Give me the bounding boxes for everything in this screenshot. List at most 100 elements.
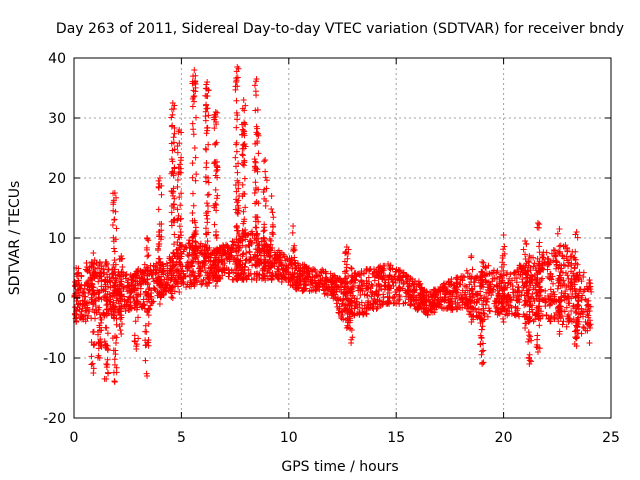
data-point: [416, 281, 423, 288]
data-point: [204, 215, 211, 222]
data-point: [101, 292, 108, 299]
data-point: [213, 254, 220, 261]
data-point: [513, 275, 520, 282]
data-point: [458, 273, 465, 280]
data-point: [185, 252, 192, 259]
data-point: [186, 249, 193, 256]
data-point: [536, 249, 543, 256]
data-point: [123, 271, 130, 278]
data-point: [212, 275, 219, 282]
data-point: [115, 297, 122, 304]
data-point: [384, 286, 391, 293]
data-point: [178, 280, 185, 287]
data-point: [251, 156, 258, 163]
data-point: [346, 319, 353, 326]
data-point: [565, 256, 572, 263]
data-point: [125, 277, 132, 284]
data-point: [163, 260, 170, 267]
data-point: [268, 193, 275, 199]
data-point: [104, 330, 111, 337]
data-point: [235, 244, 242, 251]
data-point: [86, 264, 93, 271]
data-point: [205, 191, 212, 198]
data-point: [477, 340, 484, 347]
data-point: [197, 240, 204, 247]
data-point: [171, 195, 178, 202]
data-point: [77, 285, 84, 292]
data-point: [573, 304, 580, 311]
data-point: [459, 304, 466, 311]
data-point: [548, 276, 555, 283]
data-point: [95, 273, 102, 280]
data-point: [557, 242, 564, 249]
data-point: [448, 281, 455, 288]
data-point: [262, 265, 269, 272]
data-point: [275, 247, 282, 254]
data-point: [263, 185, 270, 192]
data-point: [169, 169, 176, 176]
data-point: [269, 209, 276, 216]
data-point: [303, 263, 310, 270]
data-point: [180, 270, 187, 277]
data-point: [211, 111, 218, 118]
data-point: [411, 289, 418, 296]
data-point: [515, 283, 522, 290]
data-point: [148, 293, 155, 300]
data-point: [104, 298, 111, 305]
data-point: [573, 287, 580, 294]
data-point: [562, 269, 569, 276]
data-point: [101, 338, 108, 345]
data-point: [519, 279, 526, 286]
data-point: [467, 300, 474, 307]
data-point: [131, 337, 138, 344]
data-point: [169, 100, 176, 106]
data-point: [511, 269, 518, 276]
data-point: [572, 310, 579, 317]
data-point: [75, 301, 82, 308]
data-point: [568, 308, 575, 315]
data-point: [80, 316, 87, 323]
data-point: [293, 279, 300, 286]
data-point: [176, 194, 183, 201]
data-point: [439, 297, 446, 304]
data-point: [254, 125, 261, 132]
data-point: [440, 281, 447, 288]
data-point: [89, 360, 96, 367]
data-point: [260, 228, 267, 235]
data-point: [200, 276, 207, 283]
data-point: [343, 306, 350, 313]
data-point: [155, 177, 162, 184]
data-point: [374, 292, 381, 299]
data-point: [241, 190, 248, 197]
data-point: [533, 289, 540, 296]
data-point: [177, 255, 184, 262]
data-point: [254, 258, 261, 265]
data-point: [198, 249, 205, 256]
data-point: [233, 236, 240, 243]
data-point: [390, 294, 397, 301]
data-point: [111, 282, 118, 289]
data-point: [494, 311, 501, 318]
data-point: [252, 261, 259, 268]
data-point: [412, 305, 419, 312]
data-point: [261, 272, 268, 279]
data-point: [170, 170, 177, 177]
data-point: [346, 301, 353, 308]
data-point: [89, 260, 96, 267]
data-point: [192, 78, 199, 85]
data-point: [433, 304, 440, 311]
data-point: [573, 343, 580, 349]
data-point: [478, 295, 485, 302]
data-point: [327, 287, 334, 294]
data-point: [80, 288, 87, 295]
data-point: [203, 124, 210, 131]
data-point: [110, 312, 117, 319]
data-point: [536, 239, 543, 246]
data-point: [315, 279, 322, 286]
data-point: [278, 278, 285, 285]
data-point: [319, 266, 326, 273]
data-point: [233, 109, 240, 116]
data-point: [494, 295, 501, 302]
data-point: [189, 160, 196, 167]
data-point: [73, 271, 80, 278]
